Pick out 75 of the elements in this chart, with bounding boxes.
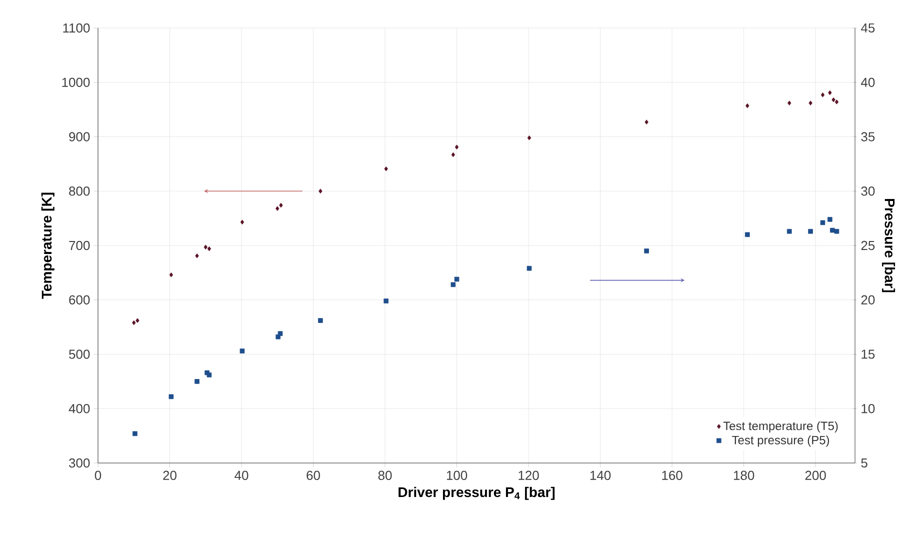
point <box>820 220 826 226</box>
y-tick-label: 900 <box>69 132 90 142</box>
point <box>527 135 532 140</box>
x-axis-title: Driver pressure P$_{4}$ [bar] <box>398 486 555 500</box>
point <box>276 206 280 211</box>
y-tick-label: 1000 <box>62 78 90 87</box>
point <box>786 228 792 234</box>
point <box>828 216 832 222</box>
point <box>169 272 174 278</box>
point <box>828 90 832 96</box>
y-axis-title: Temperature [K] <box>41 192 54 299</box>
point <box>644 248 649 254</box>
y2-axis-title: Pressure [bar] <box>882 198 896 292</box>
y-tick-label: 800 <box>69 186 90 196</box>
x-tick-label: 120 <box>518 470 539 480</box>
point <box>384 298 388 304</box>
point <box>278 331 283 336</box>
point <box>832 97 836 102</box>
x-tick-label: 100 <box>446 470 468 480</box>
point <box>808 100 812 106</box>
y2-tick-label: 40 <box>860 78 875 87</box>
point <box>451 152 456 158</box>
point <box>820 92 825 98</box>
point <box>204 244 208 250</box>
y2-tick-label: 5 <box>861 458 868 468</box>
point <box>834 228 840 234</box>
point <box>318 188 322 194</box>
point <box>279 202 283 208</box>
point <box>450 282 456 288</box>
point <box>207 246 212 252</box>
x-tick-label: 160 <box>662 470 682 480</box>
point <box>132 320 136 326</box>
point <box>206 372 212 378</box>
point <box>132 431 138 436</box>
x-tick-label: 140 <box>590 470 611 480</box>
point <box>830 228 835 233</box>
point <box>318 318 323 323</box>
point <box>384 166 388 172</box>
y-tick-label: 1100 <box>63 23 90 33</box>
point <box>195 253 199 258</box>
point <box>454 144 459 150</box>
y2-tick-label: 20 <box>861 295 875 304</box>
y2-tick-label: 15 <box>862 350 875 359</box>
x-tick-label: 0 <box>94 470 102 480</box>
y-tick-label: 400 <box>68 404 90 414</box>
point <box>834 100 839 104</box>
y2-tick-label: 10 <box>862 404 875 414</box>
y2-tick-label: 25 <box>861 240 875 250</box>
x-tick-label: 80 <box>378 470 392 480</box>
point <box>744 232 750 238</box>
y2-tick-label: 35 <box>861 132 875 142</box>
point <box>808 228 813 234</box>
x-tick-label: 40 <box>234 470 248 480</box>
point <box>526 266 532 271</box>
y-tick-label: 700 <box>69 240 90 250</box>
x-tick-label: 180 <box>734 470 754 480</box>
point <box>454 276 460 282</box>
point <box>644 120 648 124</box>
point <box>240 220 244 225</box>
point <box>746 103 750 108</box>
point <box>788 100 792 106</box>
x-tick-label: 20 <box>163 470 176 480</box>
point <box>168 394 174 400</box>
point <box>136 318 140 323</box>
legend-label: Test pressure (P5) <box>732 436 830 447</box>
point <box>240 348 245 354</box>
y-tick-label: 500 <box>69 350 90 359</box>
legend-label: Test temperature (T5) <box>723 421 838 433</box>
y2-tick-label: 45 <box>860 23 875 33</box>
x-tick-label: 200 <box>805 470 826 480</box>
y-tick-label: 300 <box>69 458 90 468</box>
y2-tick-label: 30 <box>861 186 875 196</box>
x-tick-label: 60 <box>306 470 320 480</box>
point <box>194 379 200 384</box>
y-tick-label: 600 <box>69 295 90 304</box>
